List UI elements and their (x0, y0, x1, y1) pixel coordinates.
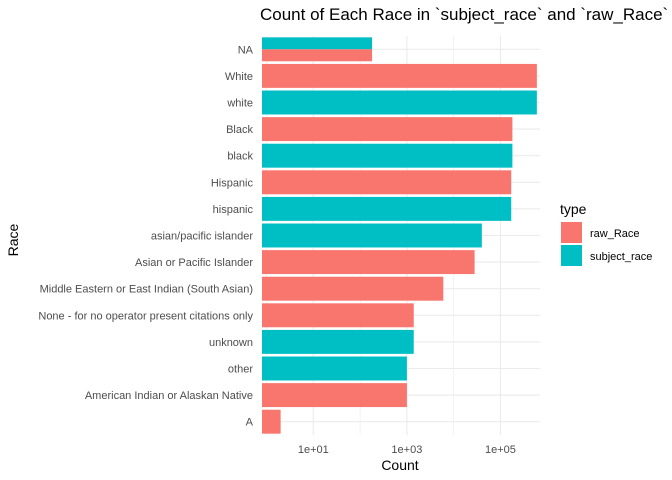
bar-raw-Race (262, 409, 281, 434)
bar-subject-race (262, 223, 482, 248)
bar-raw-Race (262, 276, 444, 301)
x-tick-label: 1e+03 (391, 444, 422, 456)
y-tick-label: asian/pacific islander (151, 231, 253, 243)
x-tick-labels: 1e+01 1e+03 1e+05 (298, 444, 516, 456)
y-tick-label: black (227, 151, 253, 163)
y-tick-label: Black (226, 124, 253, 136)
x-axis-title: Count (381, 457, 418, 473)
bar-subject-race (262, 37, 373, 50)
bar-raw-Race (262, 383, 407, 408)
x-tick-label: 1e+01 (298, 444, 329, 456)
bar-subject-race (262, 196, 512, 221)
bars (262, 37, 537, 434)
y-tick-label: None - for no operator present citations… (38, 310, 253, 322)
bar-raw-Race (262, 63, 537, 88)
bar-subject-race (262, 356, 407, 381)
bar-subject-race (262, 329, 414, 354)
y-tick-label: A (246, 417, 254, 429)
y-tick-labels: NA White white Black black Hispanic hispanic as… (38, 44, 253, 428)
y-tick-label: unknown (209, 337, 253, 349)
y-tick-label: Middle Eastern or East Indian (South Asi… (40, 284, 253, 296)
legend-key-subject-race (561, 245, 582, 266)
y-tick-label: NA (238, 44, 254, 56)
y-tick-label: other (228, 364, 253, 376)
bar-subject-race (262, 90, 537, 115)
y-tick-label: white (226, 98, 253, 110)
bar-raw-Race (262, 49, 373, 62)
legend-key-raw-Race (561, 222, 582, 243)
legend-label: raw_Race (590, 228, 640, 240)
bar-subject-race (262, 143, 513, 168)
legend-label: subject_race (590, 251, 652, 263)
y-tick-label: White (225, 71, 253, 83)
bar-raw-Race (262, 117, 513, 142)
x-tick-label: 1e+05 (485, 444, 516, 456)
y-tick-label: Hispanic (211, 177, 254, 189)
legend: type raw_Race subject_race (560, 201, 652, 266)
bar-raw-Race (262, 170, 512, 195)
chart-title: Count of Each Race in `subject_race` and… (260, 5, 668, 24)
y-tick-label: hispanic (213, 204, 254, 216)
y-axis-title: Race (5, 223, 21, 256)
y-tick-label: American Indian or Alaskan Native (85, 390, 253, 402)
y-tick-label: Asian or Pacific Islander (135, 257, 253, 269)
bar-raw-Race (262, 250, 475, 275)
bar-raw-Race (262, 303, 414, 328)
legend-title: type (560, 201, 587, 217)
